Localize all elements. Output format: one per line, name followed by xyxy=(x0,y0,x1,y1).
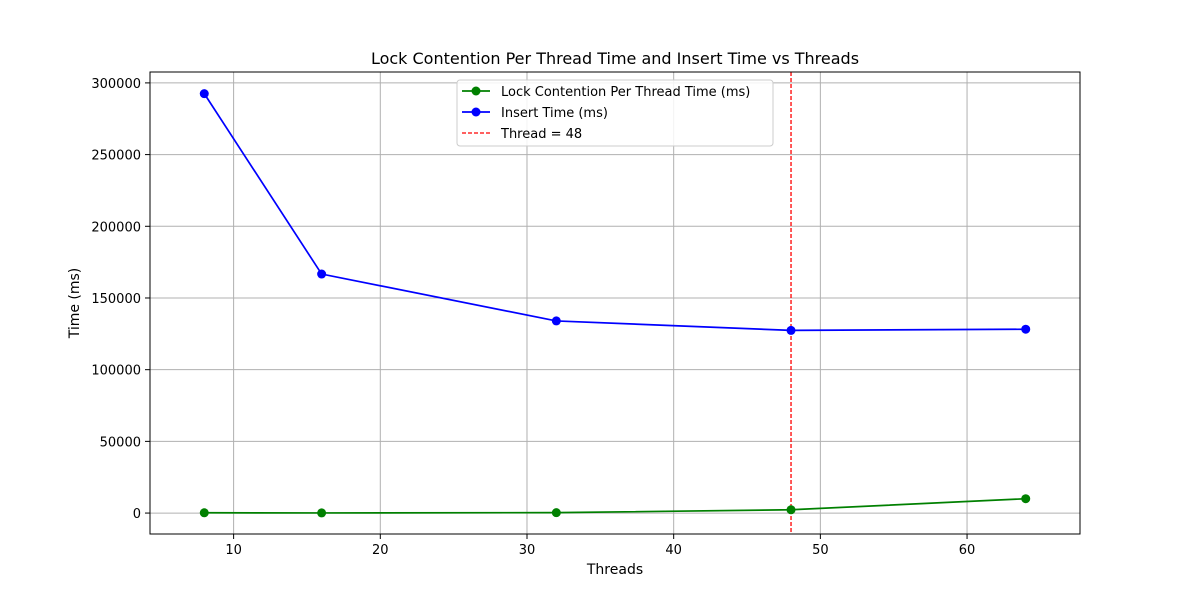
data-point xyxy=(551,316,561,326)
series-1 xyxy=(199,89,1031,335)
legend-label: Thread = 48 xyxy=(500,127,582,142)
data-point xyxy=(317,269,327,279)
x-tick-label: 50 xyxy=(812,543,829,558)
legend-label: Lock Contention Per Thread Time (ms) xyxy=(501,85,750,100)
legend-entry: Lock Contention Per Thread Time (ms) xyxy=(462,85,750,100)
data-point xyxy=(199,508,209,518)
x-axis-label: Threads xyxy=(586,562,643,578)
legend: Lock Contention Per Thread Time (ms) Inse… xyxy=(456,79,774,147)
legend-marker-swatch xyxy=(471,86,481,96)
y-tick-label: 250000 xyxy=(91,149,141,164)
data-point xyxy=(786,505,796,515)
y-axis-label: Time (ms) xyxy=(67,268,83,340)
legend-entry: Thread = 48 xyxy=(462,127,582,142)
data-point xyxy=(1021,494,1031,504)
y-tick-label: 100000 xyxy=(91,364,141,379)
y-tick-label: 200000 xyxy=(91,220,141,235)
data-point xyxy=(317,508,327,518)
data-point xyxy=(786,325,796,335)
y-tick-label: 150000 xyxy=(91,292,141,307)
y-tick-label: 300000 xyxy=(91,77,141,92)
legend-box xyxy=(456,79,774,147)
series-0 xyxy=(199,494,1031,518)
legend-entry: Insert Time (ms) xyxy=(462,106,608,121)
series-group xyxy=(199,89,1031,518)
y-tick-label: 0 xyxy=(133,507,141,522)
gridlines xyxy=(150,72,1080,534)
axis-ticks: 10 20 30 40 50 60 0 50000 100000 150000 200000 2500… xyxy=(91,77,975,558)
x-tick-label: 60 xyxy=(959,543,976,558)
data-point xyxy=(551,508,561,518)
data-point xyxy=(1021,324,1031,334)
y-tick-label: 50000 xyxy=(100,435,141,450)
plot-frame xyxy=(149,71,1081,535)
x-tick-label: 40 xyxy=(665,543,682,558)
x-tick-label: 10 xyxy=(225,543,242,558)
legend-label: Insert Time (ms) xyxy=(501,106,608,121)
chart-title: Lock Contention Per Thread Time and Inse… xyxy=(371,49,859,68)
x-tick-label: 30 xyxy=(519,543,536,558)
legend-marker-swatch xyxy=(471,107,481,117)
x-tick-label: 20 xyxy=(372,543,389,558)
data-point xyxy=(199,89,209,99)
